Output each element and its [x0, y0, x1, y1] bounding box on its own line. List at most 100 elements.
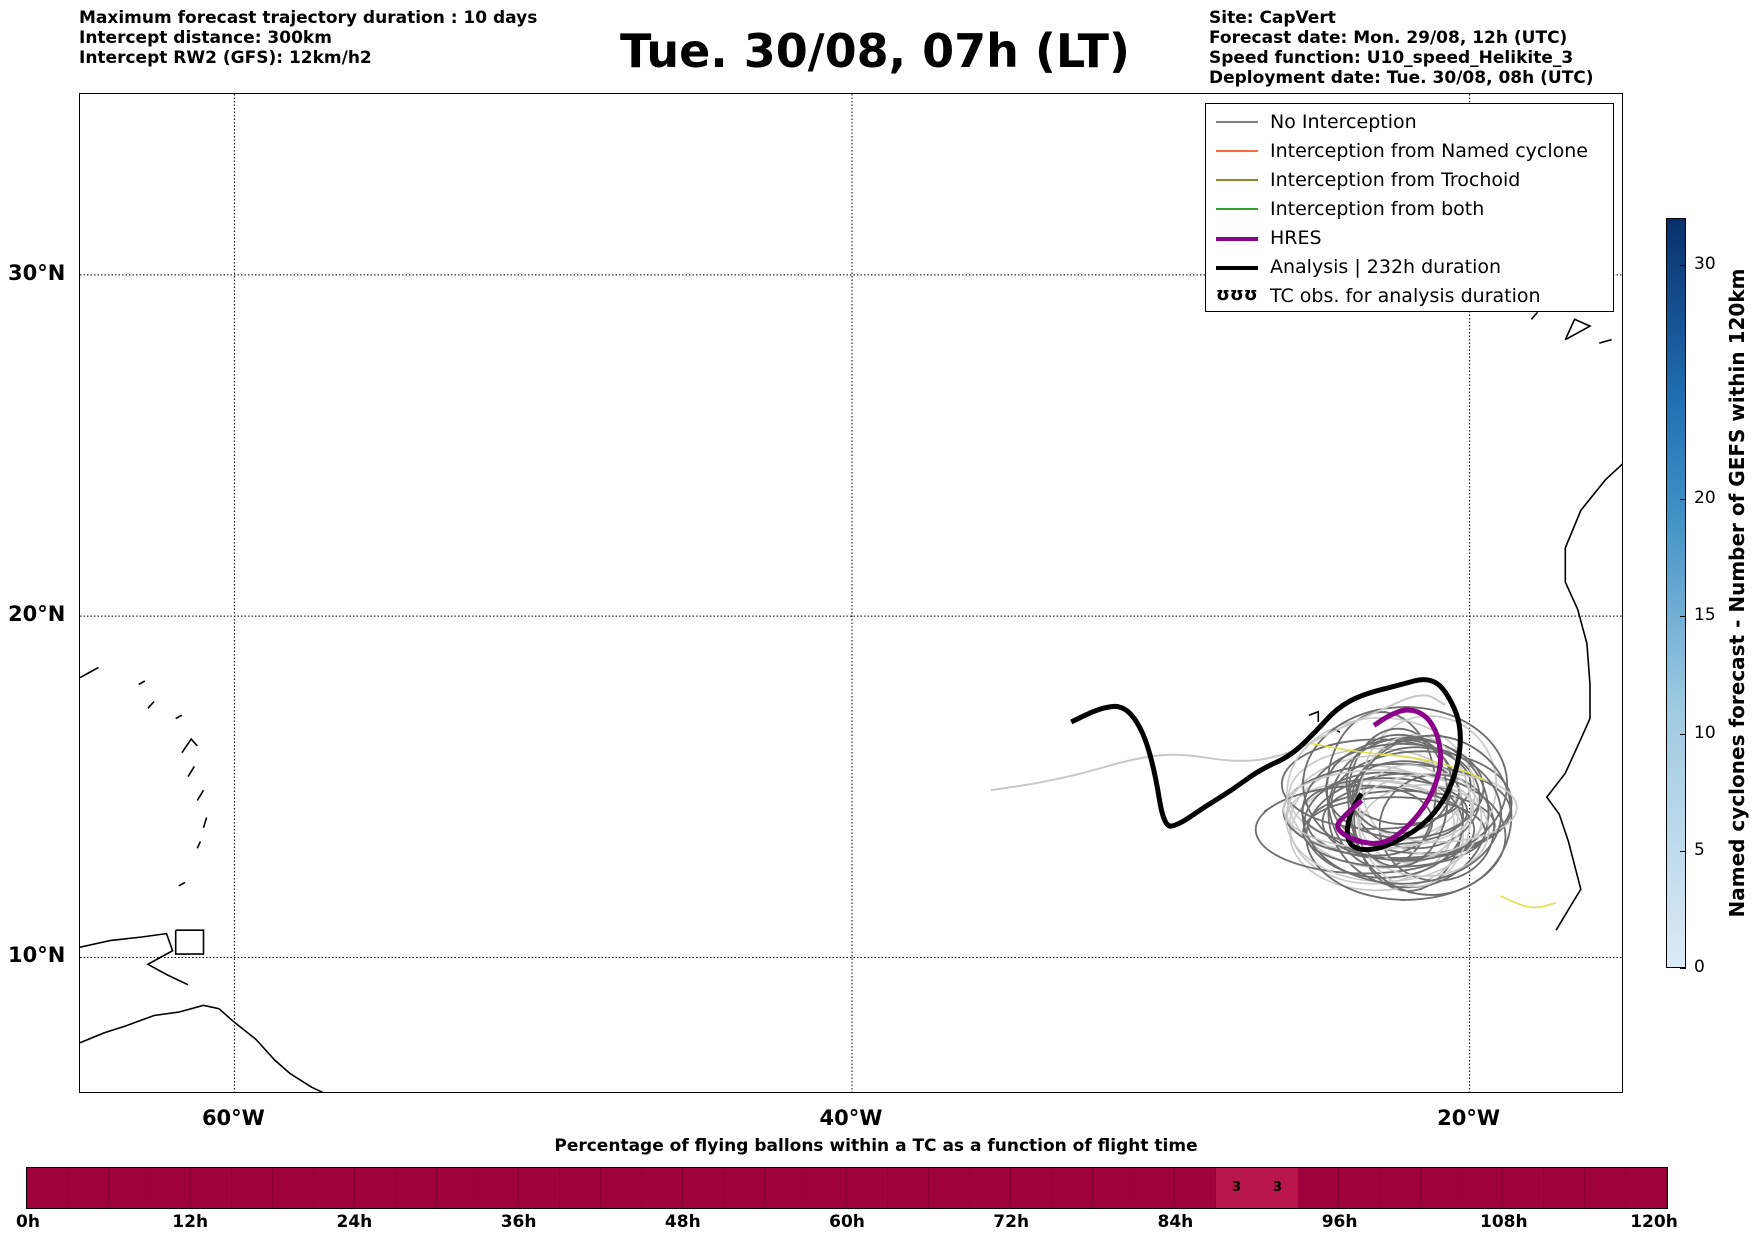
coastline-segment	[1545, 463, 1622, 931]
coastline-segment	[1530, 311, 1539, 320]
timeline-tick-label: 12h	[172, 1212, 209, 1232]
legend-swatch	[1216, 237, 1258, 241]
coastline-segment	[1308, 710, 1320, 722]
timeline-cell	[929, 1168, 970, 1208]
header-right: Site: CapVert Forecast date: Mon. 29/08,…	[1209, 8, 1594, 88]
tc-obs-symbol-icon: ʊʊʊ	[1216, 284, 1258, 305]
timeline-cell	[1462, 1168, 1503, 1208]
coastline-segment	[138, 680, 146, 686]
timeline-cell	[519, 1168, 560, 1208]
timeline-cell	[191, 1168, 232, 1208]
latitude-label: 20°N	[8, 602, 66, 627]
ensemble-trajectory	[1282, 763, 1512, 859]
map-panel[interactable]	[79, 93, 1623, 1093]
ensemble-trajectory	[1321, 786, 1434, 857]
ensemble-trajectories	[1254, 706, 1557, 909]
colorbar-tickmark	[1680, 499, 1686, 501]
legend-label: Interception from Named cyclone	[1270, 140, 1588, 162]
colorbar-tick-label: 15	[1694, 605, 1716, 626]
timeline-cell	[1421, 1168, 1462, 1208]
timeline-tick-label: 120h	[1630, 1212, 1678, 1232]
timeline-tick-label: 96h	[1321, 1212, 1358, 1232]
analysis-trajectory	[1070, 677, 1463, 853]
legend-swatch	[1216, 179, 1258, 181]
trochoid-trajectory	[1500, 895, 1557, 909]
hres-trajectory	[1335, 707, 1444, 846]
ensemble-trajectory	[1301, 777, 1469, 846]
coastline-segment	[80, 1004, 324, 1092]
colorbar-tickmark	[1680, 733, 1686, 735]
timeline-cell	[68, 1168, 109, 1208]
legend-item: Interception from Named cyclone	[1206, 139, 1613, 163]
main-title: Tue. 30/08, 07h (LT)	[620, 24, 1130, 78]
timeline-tick-label: 84h	[1157, 1212, 1194, 1232]
colorbar-tick-label: 0	[1694, 957, 1705, 977]
map-canvas[interactable]	[80, 94, 1623, 1093]
coastline-segment	[147, 700, 155, 709]
timeline-cell	[1011, 1168, 1052, 1208]
timeline-cell	[847, 1168, 888, 1208]
header-line: Forecast date: Mon. 29/08, 12h (UTC)	[1209, 28, 1568, 48]
colorbar-tickmark	[1680, 616, 1686, 618]
timeline-cell	[273, 1168, 314, 1208]
colorbar-tickmark	[1680, 264, 1686, 266]
header-left: Maximum forecast trajectory duration : 1…	[79, 8, 537, 68]
timeline-cell	[1544, 1168, 1585, 1208]
timeline-cell	[109, 1168, 150, 1208]
timeline-cell	[1052, 1168, 1093, 1208]
header-line: Intercept distance: 300km	[79, 28, 332, 48]
timeline-title: Percentage of flying ballons within a TC…	[554, 1136, 1198, 1156]
ensemble-trajectory	[1301, 742, 1503, 885]
timeline-cell	[806, 1168, 847, 1208]
ensemble-trajectory	[1325, 737, 1485, 840]
ensemble-trajectory	[1350, 734, 1513, 896]
header-line: Intercept RW2 (GFS): 12km/h2	[79, 48, 372, 68]
longitude-label: 60°W	[201, 1106, 265, 1130]
legend-label: Analysis | 232h duration	[1270, 256, 1502, 278]
timeline-cell	[724, 1168, 765, 1208]
colorbar-tick-label: 10	[1694, 722, 1716, 743]
timeline-cell	[1298, 1168, 1339, 1208]
timeline-cell	[232, 1168, 273, 1208]
graticule	[80, 94, 1622, 1092]
timeline-cell	[601, 1168, 642, 1208]
header-line: Site: CapVert	[1209, 8, 1336, 28]
colorbar	[1666, 218, 1686, 968]
timeline-cell	[150, 1168, 191, 1208]
coastline-segment	[175, 714, 183, 720]
legend-label: No Interception	[1270, 111, 1417, 133]
timeline-cell	[437, 1168, 478, 1208]
ensemble-trajectory	[1301, 706, 1509, 862]
header-line: Maximum forecast trajectory duration : 1…	[79, 8, 538, 28]
legend-item: No Interception	[1206, 110, 1613, 134]
legend-swatch	[1216, 208, 1258, 210]
longitude-label: 40°W	[819, 1106, 883, 1130]
timeline-cell	[1585, 1168, 1626, 1208]
ensemble-trajectory	[1351, 746, 1481, 850]
legend-swatch	[1216, 266, 1258, 270]
latitude-label: 10°N	[8, 943, 66, 968]
colorbar-tick-label: 5	[1694, 839, 1705, 860]
header-line: Speed function: U10_speed_Helikite_3	[1209, 48, 1574, 68]
timeline-cell	[27, 1168, 68, 1208]
trochoid-trajectory	[1305, 741, 1486, 781]
timeline-cell	[765, 1168, 806, 1208]
map-legend: No Interception Interception from Named c…	[1205, 103, 1614, 312]
timeline-cell	[1380, 1168, 1421, 1208]
timeline-cell	[478, 1168, 519, 1208]
header-line: Deployment date: Tue. 30/08, 08h (UTC)	[1209, 68, 1594, 88]
legend-item: ʊʊʊ TC obs. for analysis duration	[1206, 284, 1613, 308]
longitude-label: 20°W	[1437, 1106, 1501, 1130]
timeline-cell	[560, 1168, 601, 1208]
legend-label: HRES	[1270, 227, 1322, 249]
timeline-cell	[970, 1168, 1011, 1208]
ensemble-trajectory	[1280, 738, 1472, 830]
coastline-segment	[202, 817, 208, 829]
timeline-tick-label: 48h	[664, 1212, 701, 1232]
legend-swatch	[1216, 150, 1258, 152]
coastline-segment	[1564, 318, 1592, 341]
colorbar-label: Named cyclones forecast - Number of GEFS…	[1725, 268, 1749, 918]
coastline-segment	[181, 737, 198, 754]
coastline-segment	[196, 789, 205, 801]
timeline-highlight-cell: 3	[1257, 1168, 1298, 1208]
